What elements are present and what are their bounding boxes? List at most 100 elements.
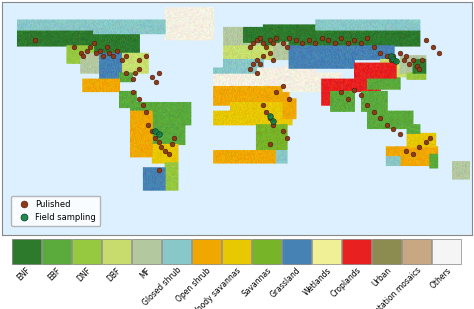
Point [83,48,91,53]
Point [171,135,178,140]
Point [350,87,358,92]
Point [262,44,269,49]
Point [77,51,84,56]
Bar [372,239,401,264]
Point [416,144,423,149]
Text: Open shrub: Open shrub [175,266,213,304]
Bar [342,239,371,264]
Point [259,53,267,58]
Point [155,139,163,144]
Point [337,90,345,95]
Point [270,118,277,123]
Point [422,139,430,144]
Bar [72,239,100,264]
Point [151,129,159,133]
Point [145,122,152,127]
Text: DBF: DBF [105,266,123,283]
Point [70,44,78,49]
Point [279,40,286,45]
Point [390,53,397,58]
Point [96,48,104,53]
Point [357,92,365,97]
Bar [12,239,41,264]
Point [357,40,365,45]
Point [246,66,254,71]
Point [253,57,260,62]
Point [392,59,400,64]
Point [152,79,160,84]
Point [426,135,434,140]
Point [413,64,421,69]
Bar [162,239,191,264]
Point [151,135,159,140]
Point [403,53,410,58]
Point [403,148,410,153]
Point [155,131,163,136]
Point [376,51,384,56]
Point [266,113,273,118]
Point [428,44,436,49]
Text: Wetlands: Wetlands [301,266,333,297]
Point [99,53,107,58]
Point [79,53,87,58]
Point [118,57,126,62]
Point [122,70,130,75]
Text: Woody savannas: Woody savannas [191,266,243,309]
Point [155,167,163,172]
Point [139,103,147,108]
Point [253,70,260,75]
Point [396,51,404,56]
Point [279,129,286,133]
Point [155,70,163,75]
Bar [192,239,221,264]
Point [92,51,100,56]
Point [311,40,319,45]
Point [390,56,397,61]
Point [370,109,378,114]
Text: Urban: Urban [370,266,393,289]
Point [136,57,143,62]
Point [151,129,159,133]
Point [383,53,391,58]
Point [266,38,273,43]
Point [418,57,426,62]
Point [162,148,169,153]
Point [131,70,139,75]
Point [318,35,326,40]
Point [364,35,371,40]
Point [376,116,384,121]
Text: Glosed shrub: Glosed shrub [141,266,182,308]
Point [324,38,332,43]
Point [350,38,358,43]
Point [148,74,156,79]
Point [279,83,286,88]
Point [249,61,256,66]
Point [262,109,269,114]
Bar [432,239,461,264]
Point [249,40,256,45]
Point [266,113,273,118]
Point [257,61,264,66]
Bar [282,239,311,264]
Point [400,57,408,62]
Point [396,131,404,136]
Point [305,38,312,43]
Point [283,44,290,49]
Point [405,61,413,66]
Bar [42,239,71,264]
Point [285,35,293,40]
Point [392,59,400,64]
Point [344,96,352,101]
Point [165,152,173,157]
Point [283,135,290,140]
Point [103,44,110,49]
Point [422,38,430,43]
Point [299,40,306,45]
Point [364,103,371,108]
Point [105,51,113,56]
Text: DNF: DNF [75,266,92,283]
Bar [252,239,281,264]
Point [257,35,264,40]
Point [387,57,394,62]
Point [270,40,277,45]
